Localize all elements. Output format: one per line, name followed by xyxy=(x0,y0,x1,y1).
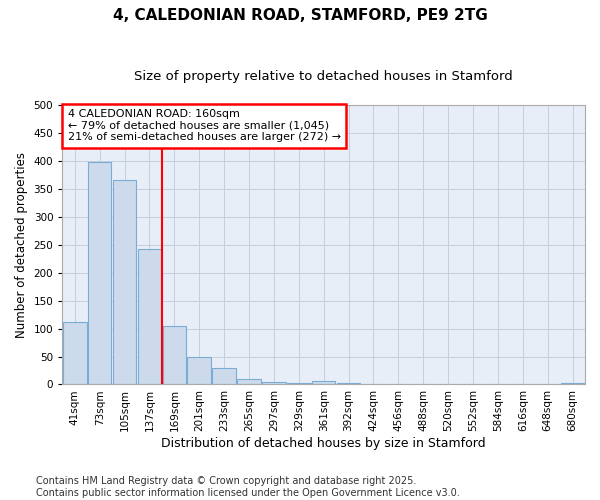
Bar xyxy=(63,322,86,384)
Y-axis label: Number of detached properties: Number of detached properties xyxy=(15,152,28,338)
Bar xyxy=(187,356,211,384)
Bar xyxy=(113,180,136,384)
Bar xyxy=(212,368,236,384)
Text: 4 CALEDONIAN ROAD: 160sqm
← 79% of detached houses are smaller (1,045)
21% of se: 4 CALEDONIAN ROAD: 160sqm ← 79% of detac… xyxy=(68,109,341,142)
Text: Contains HM Land Registry data © Crown copyright and database right 2025.
Contai: Contains HM Land Registry data © Crown c… xyxy=(36,476,460,498)
X-axis label: Distribution of detached houses by size in Stamford: Distribution of detached houses by size … xyxy=(161,437,486,450)
Bar xyxy=(312,381,335,384)
Bar xyxy=(88,162,112,384)
Bar xyxy=(262,382,286,384)
Bar xyxy=(137,248,161,384)
Text: 4, CALEDONIAN ROAD, STAMFORD, PE9 2TG: 4, CALEDONIAN ROAD, STAMFORD, PE9 2TG xyxy=(113,8,487,22)
Bar xyxy=(163,326,186,384)
Title: Size of property relative to detached houses in Stamford: Size of property relative to detached ho… xyxy=(134,70,513,83)
Bar xyxy=(237,380,261,384)
